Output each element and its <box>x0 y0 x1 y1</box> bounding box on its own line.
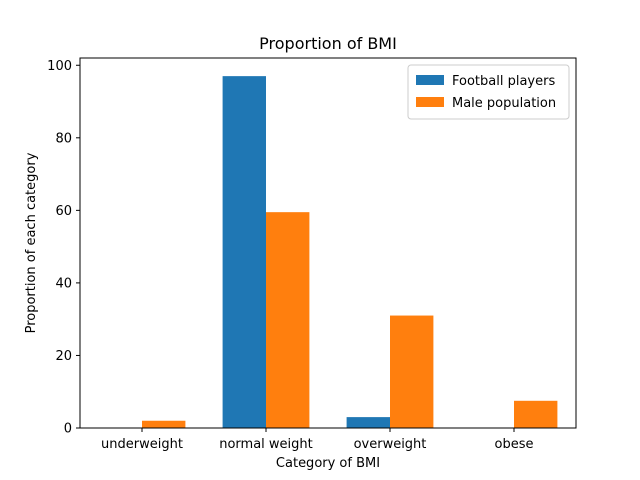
y-tick-label: 0 <box>64 422 72 437</box>
y-tick-label: 20 <box>55 349 72 364</box>
x-axis-label: Category of BMI <box>276 456 380 471</box>
bar-2-obese <box>514 400 558 428</box>
y-axis-ticks: 0 20 40 60 80 100 <box>47 59 80 437</box>
legend-swatch <box>416 97 444 107</box>
chart-title: Proportion of BMI <box>259 34 397 53</box>
legend-swatch <box>416 75 444 85</box>
y-tick-label: 100 <box>47 59 72 74</box>
y-tick-label: 60 <box>55 204 72 219</box>
x-tick-label: obese <box>495 437 534 452</box>
y-axis-label: Proportion of each category <box>24 152 39 333</box>
legend-label: Male population <box>452 96 556 111</box>
x-tick-label: underweight <box>101 437 183 452</box>
bar-1-normal-weight <box>222 76 266 428</box>
y-tick-label: 80 <box>55 131 72 146</box>
legend-box <box>407 64 570 120</box>
x-tick-label: normal weight <box>219 437 313 452</box>
bar-2-overweight <box>390 315 434 428</box>
bars-layer <box>142 76 558 428</box>
legend: Football players Male population <box>407 64 570 120</box>
bar-2-underweight <box>142 420 186 428</box>
x-tick-label: overweight <box>354 437 427 452</box>
legend-label: Football players <box>452 74 555 89</box>
bar-2-normal-weight <box>266 212 310 428</box>
bar-1-overweight <box>346 417 390 428</box>
x-axis-ticks: underweight normal weight overweight obese <box>101 428 533 452</box>
y-tick-label: 40 <box>55 276 72 291</box>
plot-frame <box>79 57 577 429</box>
